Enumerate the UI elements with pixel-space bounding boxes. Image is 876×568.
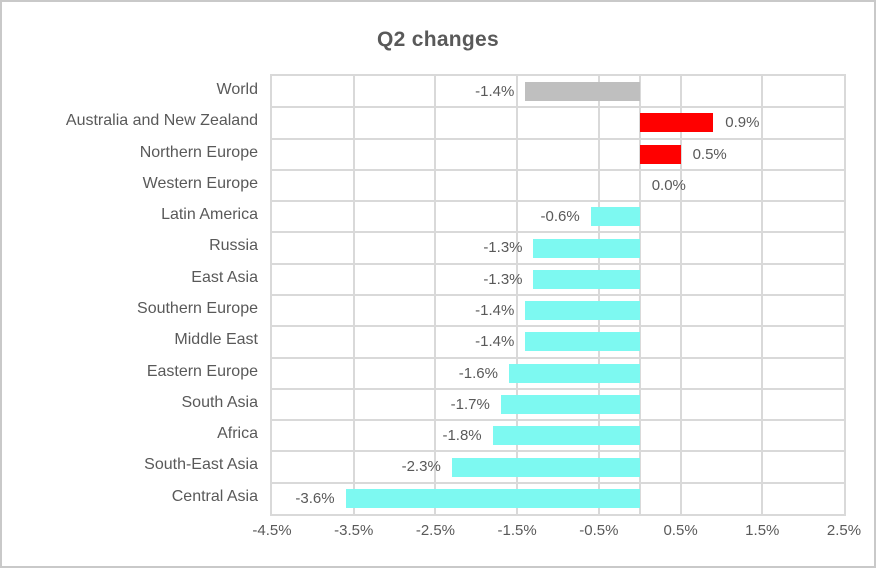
bar-south-asia [500, 395, 640, 414]
x-axis: -4.5% -3.5% -2.5% -1.5% -0.5% 0.5% 1.5% 2.5% [2, 520, 874, 542]
gridline-horizontal [272, 450, 844, 453]
x-tick-label-1: -3.5% [334, 522, 374, 539]
data-label-western-europe: 0.0% [651, 176, 686, 194]
gridline-horizontal [272, 106, 844, 109]
chart-title: Q2 changes [376, 28, 500, 51]
gridline-horizontal [272, 356, 844, 359]
gridline-horizontal [272, 231, 844, 234]
category-label-south-asia: South Asia [181, 393, 259, 411]
data-label-south-asia: -1.7% [450, 395, 490, 413]
x-tick-label-2: -2.5% [415, 522, 456, 539]
bar-world [525, 82, 640, 102]
gridline-horizontal [272, 325, 844, 328]
data-label-africa: -1.8% [442, 427, 482, 445]
category-label-latin-america: Latin America [161, 206, 258, 224]
category-label-central-asia: Central Asia [171, 487, 258, 505]
x-tick-label-6: 1.5% [745, 522, 780, 539]
bar-east-asia [533, 269, 640, 289]
bar-eastern-europe [508, 363, 640, 383]
gridline-horizontal [272, 387, 844, 390]
gridline-horizontal [272, 481, 844, 484]
data-label-russia: -1.3% [483, 239, 523, 257]
x-tick-label-4: -0.5% [579, 522, 619, 539]
category-label-australia-and-new-zealand: Australia and New Zealand [65, 112, 258, 130]
plot-area: -1.4% 0.9% 0.5% 0.0% -0.6% -1.3% -1.3% -1.4% -1.… [270, 74, 846, 516]
gridline-horizontal [272, 200, 844, 203]
data-label-eastern-europe: -1.6% [458, 364, 498, 382]
bar-central-asia [345, 488, 640, 508]
data-label-australia-and-new-zealand: 0.9% [725, 114, 760, 132]
category-label-eastern-europe: Eastern Europe [146, 362, 258, 380]
x-tick-label-7: 2.5% [826, 522, 862, 539]
x-tick-label-3: -1.5% [497, 522, 537, 539]
gridline-horizontal [272, 419, 844, 422]
bar-australia-and-new-zealand [639, 113, 714, 133]
bar-middle-east [525, 332, 640, 352]
bar-northern-europe [639, 144, 681, 164]
x-tick-label-5: 0.5% [663, 522, 698, 539]
bar-africa [492, 426, 640, 446]
gridline-horizontal [272, 262, 844, 265]
category-label-russia: Russia [209, 237, 258, 255]
bar-south-east-asia [451, 457, 640, 477]
category-label-africa: Africa [217, 425, 258, 443]
data-label-central-asia: -3.6% [295, 489, 335, 507]
gridline-horizontal [272, 294, 844, 296]
data-label-south-east-asia: -2.3% [401, 458, 441, 476]
category-label-middle-east: Middle East [174, 331, 258, 349]
data-label-east-asia: -1.3% [483, 270, 523, 288]
data-label-middle-east: -1.4% [475, 333, 515, 351]
gridline-horizontal [272, 168, 844, 171]
x-tick-label-0: -4.5% [252, 522, 292, 539]
bar-latin-america [590, 207, 640, 227]
category-label-south-east-asia: South-East Asia [144, 456, 258, 474]
data-label-northern-europe: 0.5% [692, 145, 727, 163]
category-label-world: World [216, 81, 259, 98]
gridline-horizontal [272, 137, 844, 140]
category-label-western-europe: Western Europe [142, 174, 258, 192]
bar-russia [533, 238, 640, 258]
category-label-southern-europe: Southern Europe [137, 299, 258, 317]
data-label-southern-europe: -1.4% [475, 302, 515, 319]
category-label-east-asia: East Asia [191, 268, 258, 286]
category-label-northern-europe: Northern Europe [139, 143, 258, 161]
bar-southern-europe [525, 301, 640, 321]
data-label-world: -1.4% [475, 83, 515, 100]
category-axis: World Australia and New Zealand Northern E… [2, 74, 258, 512]
data-label-latin-america: -0.6% [540, 208, 580, 226]
